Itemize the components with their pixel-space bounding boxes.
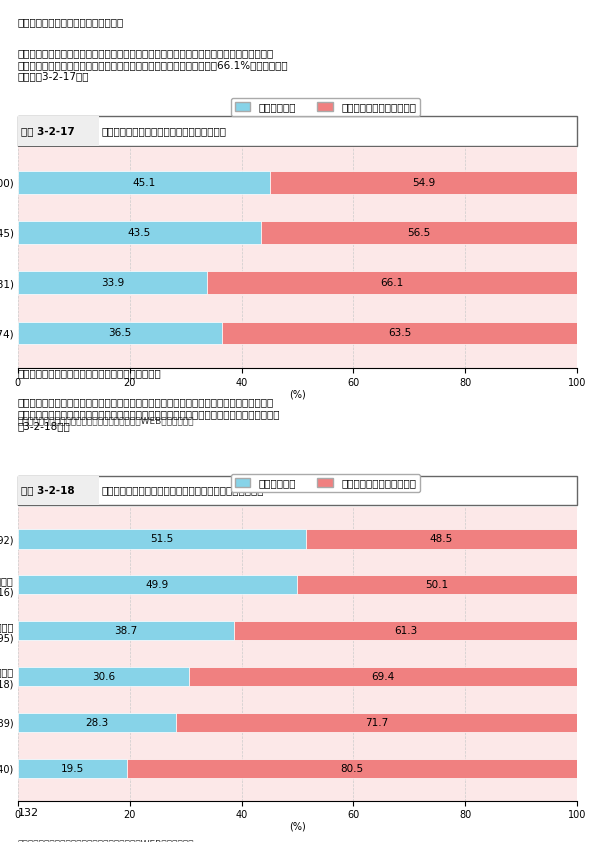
Text: 所有する空き地の地目によるその土地の相続意向の違いをみると、所有する空き地が「山
林」である者で「相続させたいとは思わない」と回答した割合が高い（66.1%）結: 所有する空き地の地目によるその土地の相続意向の違いをみると、所有する空き地が「山… [18, 48, 289, 82]
Text: 所有する空き地を相続させたいか（地目別）: 所有する空き地を相続させたいか（地目別） [102, 126, 227, 136]
Bar [18, 575, 297, 594]
Text: 30.6: 30.6 [92, 672, 115, 682]
Text: 49.9: 49.9 [146, 580, 169, 589]
Text: （所有する空き地の居住地からの距離による違い）: （所有する空き地の居住地からの距離による違い） [18, 368, 162, 378]
Text: 資料：国土交通省「利用されていない土地に関するWEBアンケート」: 資料：国土交通省「利用されていない土地に関するWEBアンケート」 [18, 417, 195, 425]
Text: 56.5: 56.5 [408, 227, 431, 237]
Bar [222, 322, 577, 344]
FancyBboxPatch shape [18, 116, 99, 146]
Text: 資料：国土交通省「利用されていない土地に関するWEBアンケート」: 資料：国土交通省「利用されていない土地に関するWEBアンケート」 [18, 839, 195, 842]
Bar [18, 271, 208, 294]
Text: 51.5: 51.5 [151, 534, 174, 544]
Text: 61.3: 61.3 [394, 626, 417, 636]
FancyBboxPatch shape [18, 476, 577, 505]
Text: 所有する空き地を相続させたいか（居住地からの距離別）: 所有する空き地を相続させたいか（居住地からの距離別） [102, 485, 264, 495]
Bar [127, 759, 577, 778]
Legend: 相続させたい, 相続させたいとは思わない: 相続させたい, 相続させたいとは思わない [231, 98, 420, 116]
Text: 33.9: 33.9 [101, 278, 124, 288]
Legend: 相続させたい, 相続させたいとは思わない: 相続させたい, 相続させたいとは思わない [231, 474, 420, 493]
Bar [18, 171, 270, 194]
Bar [297, 575, 577, 594]
Text: （所有する空き地の地目による違い）: （所有する空き地の地目による違い） [18, 17, 124, 27]
Text: 63.5: 63.5 [388, 328, 411, 338]
Text: 図表 3-2-18: 図表 3-2-18 [21, 485, 74, 495]
Bar [234, 621, 577, 641]
Text: 69.4: 69.4 [371, 672, 394, 682]
Text: 図表 3-2-17: 図表 3-2-17 [21, 126, 74, 136]
Bar [189, 667, 577, 686]
Bar [270, 171, 577, 194]
Text: 45.1: 45.1 [132, 178, 156, 188]
Text: 36.5: 36.5 [108, 328, 131, 338]
Bar [18, 221, 261, 244]
Text: 所有する空き地の居住地からの距離による相続意向の違いをみると、所有する空き地が居
住地から遠いほど「相続させたいとは思わない」と回答した割合が高くなる結果となっ: 所有する空き地の居住地からの距離による相続意向の違いをみると、所有する空き地が居… [18, 397, 280, 431]
FancyBboxPatch shape [18, 476, 99, 505]
Bar [18, 322, 222, 344]
X-axis label: (%): (%) [289, 389, 306, 399]
Bar [176, 713, 577, 733]
Text: 132: 132 [18, 808, 39, 818]
Bar [18, 713, 176, 733]
Text: 66.1: 66.1 [381, 278, 404, 288]
Text: 28.3: 28.3 [85, 717, 109, 727]
Text: 38.7: 38.7 [114, 626, 137, 636]
Text: 50.1: 50.1 [425, 580, 449, 589]
Bar [18, 667, 189, 686]
Text: 54.9: 54.9 [412, 178, 436, 188]
Bar [208, 271, 577, 294]
FancyBboxPatch shape [18, 116, 577, 146]
Text: 71.7: 71.7 [365, 717, 389, 727]
X-axis label: (%): (%) [289, 822, 306, 832]
Text: 48.5: 48.5 [430, 534, 453, 544]
Bar [306, 530, 577, 548]
Text: 80.5: 80.5 [340, 764, 364, 774]
Bar [261, 221, 577, 244]
Bar [18, 530, 306, 548]
Text: 19.5: 19.5 [61, 764, 84, 774]
Bar [18, 621, 234, 641]
Text: 43.5: 43.5 [128, 227, 151, 237]
Bar [18, 759, 127, 778]
